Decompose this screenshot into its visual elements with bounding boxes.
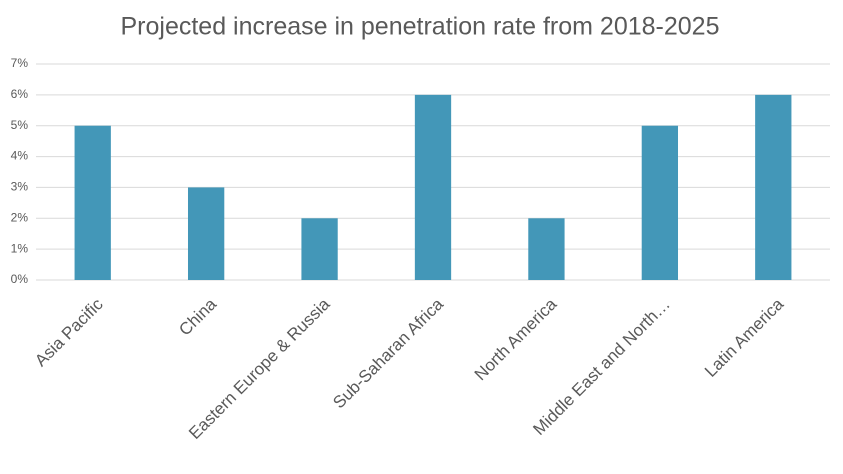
y-tick-label: 7% xyxy=(11,56,29,70)
y-tick-label: 1% xyxy=(11,241,29,255)
x-tick-label: Asia Pacific xyxy=(31,294,107,370)
y-tick-label: 5% xyxy=(11,118,29,132)
x-tick-label: Sub-Saharan Africa xyxy=(329,294,447,412)
bar xyxy=(755,94,792,280)
y-tick-label: 6% xyxy=(11,87,29,101)
bar xyxy=(414,94,452,280)
x-tick-label: Latin America xyxy=(701,294,788,381)
y-tick-label: 0% xyxy=(11,272,29,286)
bar xyxy=(641,125,679,280)
x-tick-label: North America xyxy=(471,294,561,384)
y-tick-label: 3% xyxy=(11,180,29,194)
bar xyxy=(74,125,111,280)
bar xyxy=(187,187,225,280)
y-tick-label: 4% xyxy=(11,149,29,163)
bar xyxy=(528,218,565,280)
chart-title: Projected increase in penetration rate f… xyxy=(121,13,720,41)
bar xyxy=(301,218,338,280)
y-tick-label: 2% xyxy=(11,210,29,224)
x-tick-label: China xyxy=(175,294,220,339)
